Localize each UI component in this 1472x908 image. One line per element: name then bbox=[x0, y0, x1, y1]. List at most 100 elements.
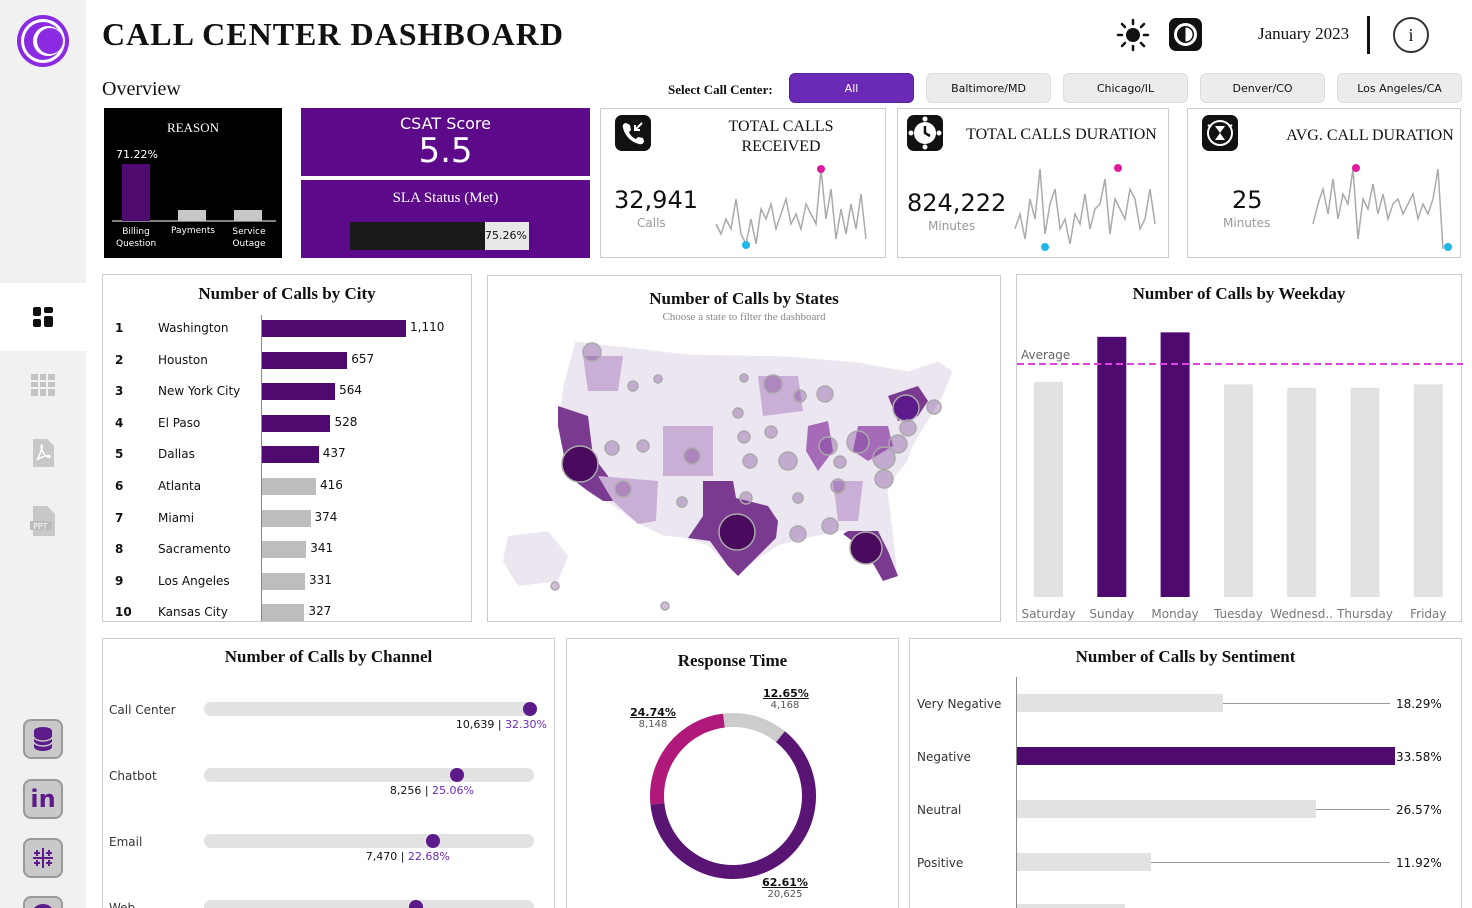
us-map[interactable] bbox=[488, 276, 1002, 623]
pdf-nav-icon[interactable] bbox=[23, 433, 63, 473]
filter-button-baltimore[interactable]: Baltimore/MD bbox=[926, 73, 1051, 103]
city-name[interactable]: Sacramento bbox=[158, 542, 231, 557]
georgia-state[interactable] bbox=[833, 481, 863, 521]
table-nav-icon[interactable] bbox=[23, 365, 63, 405]
city-bar[interactable] bbox=[262, 604, 305, 621]
channel-dot[interactable] bbox=[449, 768, 464, 782]
filter-button-los-angeles[interactable]: Los Angeles/CA bbox=[1337, 73, 1462, 103]
info-icon: i bbox=[1408, 24, 1414, 45]
city-bar[interactable] bbox=[262, 414, 331, 432]
city-bar[interactable] bbox=[262, 572, 305, 590]
oregon-state[interactable] bbox=[583, 356, 623, 391]
channel-dot[interactable] bbox=[408, 900, 423, 908]
theme-toggle-sun-icon[interactable] bbox=[1116, 18, 1150, 57]
reason-bar[interactable] bbox=[122, 164, 150, 221]
sla-card: SLA Status (Met) 75.26% bbox=[301, 180, 590, 258]
response-time-card: Response Time 12.65% 4,168 24.74% 8,148 … bbox=[566, 638, 899, 908]
city-bar[interactable] bbox=[262, 446, 319, 464]
profile-icon[interactable] bbox=[23, 896, 63, 908]
response-donut-segment[interactable] bbox=[650, 713, 725, 805]
reason-bar[interactable] bbox=[178, 210, 206, 221]
sentiment-leader-line bbox=[1222, 703, 1390, 704]
filter-button-chicago[interactable]: Chicago/IL bbox=[1063, 73, 1188, 103]
sla-pct: 75.26% bbox=[485, 229, 527, 242]
sentiment-bar-partial[interactable] bbox=[1017, 904, 1125, 908]
reason-bar[interactable] bbox=[234, 210, 262, 221]
city-name[interactable]: Atlanta bbox=[158, 479, 202, 493]
city-name[interactable]: Miami bbox=[158, 510, 195, 525]
sla-label: SLA Status (Met) bbox=[392, 190, 499, 206]
sentiment-leader-line bbox=[1151, 862, 1390, 863]
kpi-title-avg: AVG. CALL DURATION bbox=[1286, 127, 1454, 144]
weekday-bar[interactable] bbox=[1350, 387, 1380, 597]
sentiment-axis-line bbox=[1016, 677, 1017, 908]
filter-button-all[interactable]: All bbox=[789, 73, 914, 103]
city-name[interactable]: El Paso bbox=[158, 415, 201, 430]
channel-pct: 25.06% bbox=[432, 784, 474, 797]
database-icon[interactable] bbox=[23, 719, 63, 759]
city-value-label: 528 bbox=[334, 414, 358, 429]
city-bar[interactable] bbox=[262, 509, 311, 527]
sentiment-bar[interactable] bbox=[1017, 853, 1152, 871]
weekday-bar[interactable] bbox=[1034, 381, 1063, 597]
kpi-title-calls-l2: RECEIVED bbox=[741, 138, 821, 155]
channel-value-label: 7,470 | 22.68% bbox=[365, 850, 450, 863]
response-donut-segment[interactable] bbox=[723, 713, 785, 743]
city-bar[interactable] bbox=[262, 383, 336, 401]
sentiment-name: Positive bbox=[917, 856, 964, 870]
weekday-bar[interactable] bbox=[1160, 332, 1190, 597]
channel-dot[interactable] bbox=[425, 834, 440, 848]
tableau-icon[interactable] bbox=[23, 838, 63, 878]
city-name[interactable]: Washington bbox=[158, 321, 229, 335]
city-value-label: 341 bbox=[310, 541, 334, 556]
filter-button-denver[interactable]: Denver/CO bbox=[1200, 73, 1325, 103]
minnesota-state[interactable] bbox=[758, 376, 803, 416]
channel-track bbox=[204, 900, 534, 908]
sentiment-bar[interactable] bbox=[1017, 800, 1317, 818]
sentiment-name: Very Negative bbox=[917, 697, 1002, 711]
city-bar[interactable] bbox=[262, 478, 316, 495]
sentiment-chart-card: Number of Calls by Sentiment Very Negati… bbox=[909, 638, 1462, 908]
weekday-chart-title: Number of Calls by Weekday bbox=[1132, 284, 1346, 303]
kpi-unit-duration: Minutes bbox=[928, 219, 976, 233]
alaska-state[interactable] bbox=[503, 531, 568, 586]
city-bar[interactable] bbox=[262, 320, 406, 337]
sentiment-pct: 18.29% bbox=[1396, 697, 1442, 711]
ppt-nav-icon[interactable]: PPT bbox=[23, 501, 63, 541]
city-name[interactable]: Los Angeles bbox=[158, 573, 230, 588]
weekday-bar[interactable] bbox=[1413, 384, 1443, 597]
city-rank: 8 bbox=[115, 542, 124, 557]
sidebar-selected-bg bbox=[0, 283, 86, 351]
csat-card: CSAT Score 5.5 bbox=[301, 108, 590, 176]
city-name[interactable]: Houston bbox=[158, 352, 208, 367]
city-value-label: 416 bbox=[319, 478, 343, 492]
reason-label-payments: Payments bbox=[170, 226, 216, 236]
reason-top-pct: 71.22% bbox=[116, 148, 158, 161]
linkedin-icon[interactable]: in bbox=[23, 779, 63, 819]
weekday-bar[interactable] bbox=[1287, 387, 1317, 597]
sentiment-bar[interactable] bbox=[1017, 747, 1395, 765]
city-name[interactable]: New York City bbox=[158, 384, 241, 399]
arizona-state[interactable] bbox=[598, 476, 658, 524]
reason-label-billing-1: Billing bbox=[122, 227, 150, 237]
channel-name: Chatbot bbox=[109, 769, 157, 783]
channel-dot[interactable] bbox=[523, 702, 537, 716]
info-button[interactable]: i bbox=[1393, 17, 1429, 53]
dark-mode-icon[interactable] bbox=[1169, 18, 1202, 51]
city-rank: 5 bbox=[115, 447, 124, 462]
weekday-bar[interactable] bbox=[1223, 384, 1253, 597]
states-map-card[interactable]: Number of Calls by States Choose a state… bbox=[487, 275, 1001, 622]
city-name[interactable]: Kansas City bbox=[158, 605, 228, 620]
city-bar[interactable] bbox=[262, 351, 348, 369]
response-donut-segment[interactable] bbox=[650, 731, 816, 879]
reason-card[interactable]: REASON 71.22% Billing Question Payments … bbox=[104, 108, 282, 258]
dashboard-nav-icon[interactable] bbox=[23, 297, 63, 337]
city-value-label: 437 bbox=[322, 446, 346, 461]
city-bar[interactable] bbox=[262, 541, 307, 559]
colorado-state[interactable] bbox=[663, 426, 713, 476]
kpi-card-total-calls: TOTAL CALLS RECEIVED 32,941 Calls bbox=[600, 108, 886, 258]
weekday-bar[interactable] bbox=[1097, 336, 1127, 597]
sentiment-bar[interactable] bbox=[1017, 694, 1223, 712]
app-logo[interactable] bbox=[17, 15, 69, 67]
city-name[interactable]: Dallas bbox=[158, 447, 195, 462]
